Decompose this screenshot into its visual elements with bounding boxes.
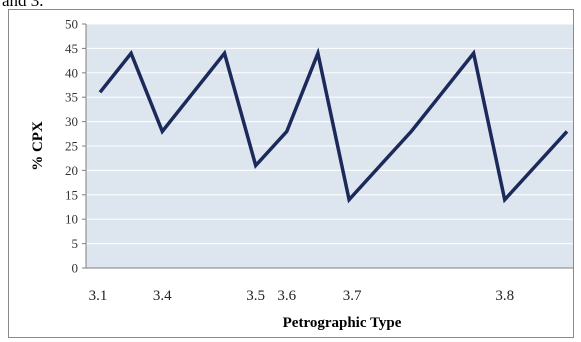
x-tick-label: 3.4 xyxy=(153,288,172,304)
y-tick-label: 0 xyxy=(72,261,79,276)
x-tick-label: 3.8 xyxy=(495,288,514,304)
y-tick-label: 50 xyxy=(65,17,78,32)
caption-fragment: and 3. xyxy=(2,0,44,10)
y-tick-label: 5 xyxy=(72,236,79,251)
series-line xyxy=(98,47,569,204)
y-tick-label: 35 xyxy=(65,90,78,105)
y-tick-label: 20 xyxy=(65,163,78,178)
y-tick-label: 25 xyxy=(65,139,78,154)
y-tick-label: 40 xyxy=(65,65,78,80)
y-tick-label: 45 xyxy=(65,41,78,56)
x-tick-label: 3.7 xyxy=(343,288,362,304)
x-tick-label: 3.5 xyxy=(246,288,265,304)
y-tick-label: 30 xyxy=(65,114,78,129)
chart-frame: 0 5 10 15 20 25 30 35 40 45 50 3.1 3.4 3.5 3.6 3.7 3.8 Pe… xyxy=(8,9,574,338)
x-axis-title: Petrographic Type xyxy=(283,315,402,331)
x-tick-label: 3.6 xyxy=(277,288,296,304)
y-axis-title: % CPX xyxy=(30,121,46,171)
x-tick-label: 3.1 xyxy=(89,288,108,304)
y-tick-label: 15 xyxy=(65,187,78,202)
y-tick-label: 10 xyxy=(65,212,78,227)
line-chart: 0 5 10 15 20 25 30 35 40 45 50 3.1 3.4 3.5 3.6 3.7 3.8 Pe… xyxy=(30,17,574,331)
